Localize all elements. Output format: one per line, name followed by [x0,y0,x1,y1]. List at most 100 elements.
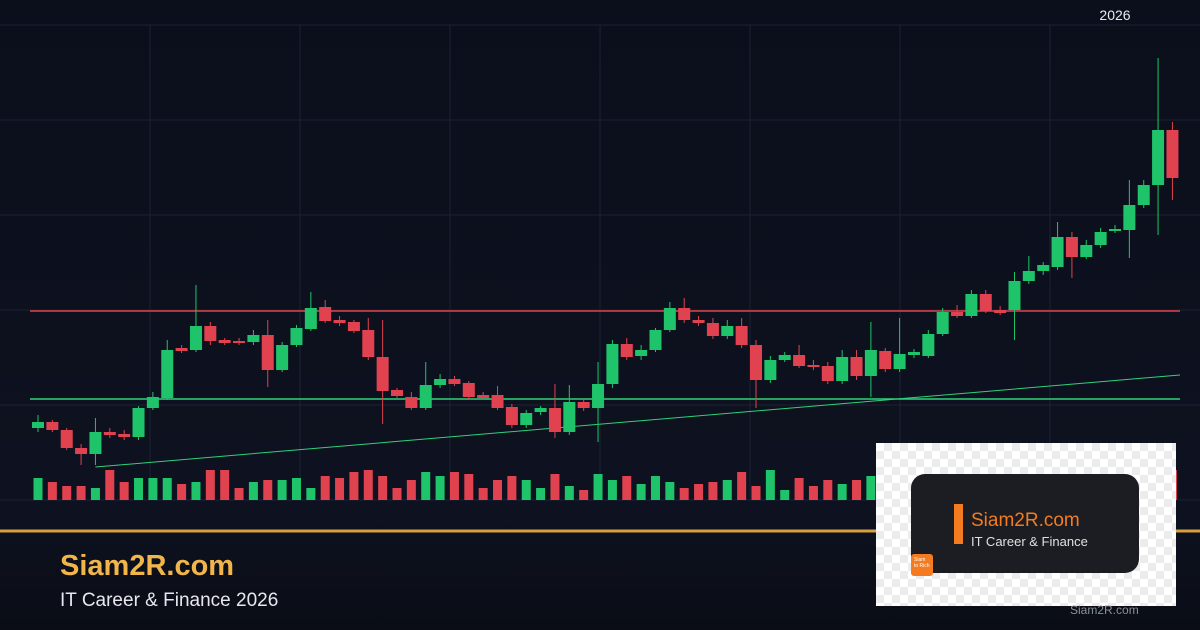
candle-body [290,328,303,345]
volume-bar [780,490,790,500]
volume-bar [507,476,517,500]
candle-body [132,408,145,437]
volume-bar [263,480,273,500]
volume-bar [378,476,388,500]
candle-body [721,326,734,336]
candle-body [218,340,231,343]
volume-bar [852,480,862,500]
candle-body [577,402,590,408]
candle-body [75,448,88,454]
volume-bar [306,488,316,500]
candle-body [319,307,332,321]
candle-body [821,366,834,381]
candle-body [391,390,403,396]
candle-body [678,308,691,320]
candle-body [1051,237,1064,267]
candle-body [1080,245,1093,257]
candle-body [261,335,274,370]
volume-bar [33,478,43,500]
candle-body [620,344,633,357]
volume-bar [536,488,546,500]
trendline [95,374,1181,468]
candle-body [606,344,619,384]
brand-subtitle: IT Career & Finance 2026 [60,590,279,611]
volume-bar [47,482,57,500]
candle-body [907,352,920,355]
volume-bar [62,486,72,500]
card-icon: Siam to Rich [911,554,933,576]
candle-body [448,379,461,384]
volume-bar [665,482,675,500]
volume-bar [593,474,603,500]
volume-bar [191,482,201,500]
volume-bar [823,480,833,500]
volume-bar [679,488,689,500]
candle-body [850,357,863,376]
candle-body [46,422,59,430]
candle-body [879,351,892,369]
candle-body [936,312,949,334]
volume-bar [765,470,775,500]
volume-bar [363,470,373,500]
candle-body [1065,237,1078,257]
volume-bar [708,482,718,500]
volume-bar [435,476,445,500]
volume-bar [794,478,804,500]
candle-body [534,408,547,412]
volume-bar [335,478,345,500]
volume-bar [521,480,531,500]
candle-body [347,322,360,331]
candle-body [89,432,102,454]
candle-body [994,310,1007,313]
candle-body [333,320,346,323]
candle-body [663,308,676,330]
logo-card: Siam2R.com IT Career & Finance Siam to R… [911,474,1139,576]
candle-body [247,335,260,342]
volume-bar [205,470,215,500]
volume-bar [277,480,287,500]
volume-bar [751,486,761,500]
volume-bar [134,478,144,500]
volume-bar [579,490,589,500]
candle-body [175,348,188,351]
volume-bar [349,472,359,500]
volume-bar [808,486,818,500]
candle-body [965,294,978,316]
candle-body [462,383,475,397]
candle-body [793,355,806,366]
volume-bar [148,478,158,500]
candle-body [864,350,877,376]
candle-body [146,397,159,408]
candle-body [505,407,518,425]
logo-overlay: Siam2R.com IT Career & Finance Siam to R… [876,443,1176,606]
volume-bar [449,472,459,500]
volume-bar [234,488,244,500]
candle-body [520,413,533,425]
candle-body [706,323,719,336]
volume-bar [220,470,230,500]
volume-bar [392,488,402,500]
volume-bar [694,484,704,500]
volume-bar [248,482,258,500]
volume-bar [837,484,847,500]
volume-bar [421,472,431,500]
volume-bar [550,474,560,500]
watermark: Siam2R.com [1070,603,1139,617]
volume-bar [464,474,474,500]
candle-body [405,397,418,408]
candle-body [764,360,777,380]
candle-body [951,312,964,316]
volume-bar [105,470,115,500]
candle-body [161,350,174,398]
candle-body [1152,130,1165,185]
candle-body [836,357,849,381]
candle-body [60,430,73,448]
volume-bar [119,482,129,500]
candle-body [1137,185,1150,205]
candle-body [1109,229,1121,231]
candle-body [204,326,217,341]
candle-body [563,402,576,432]
candle-body [103,432,116,435]
candle-body [750,345,762,380]
